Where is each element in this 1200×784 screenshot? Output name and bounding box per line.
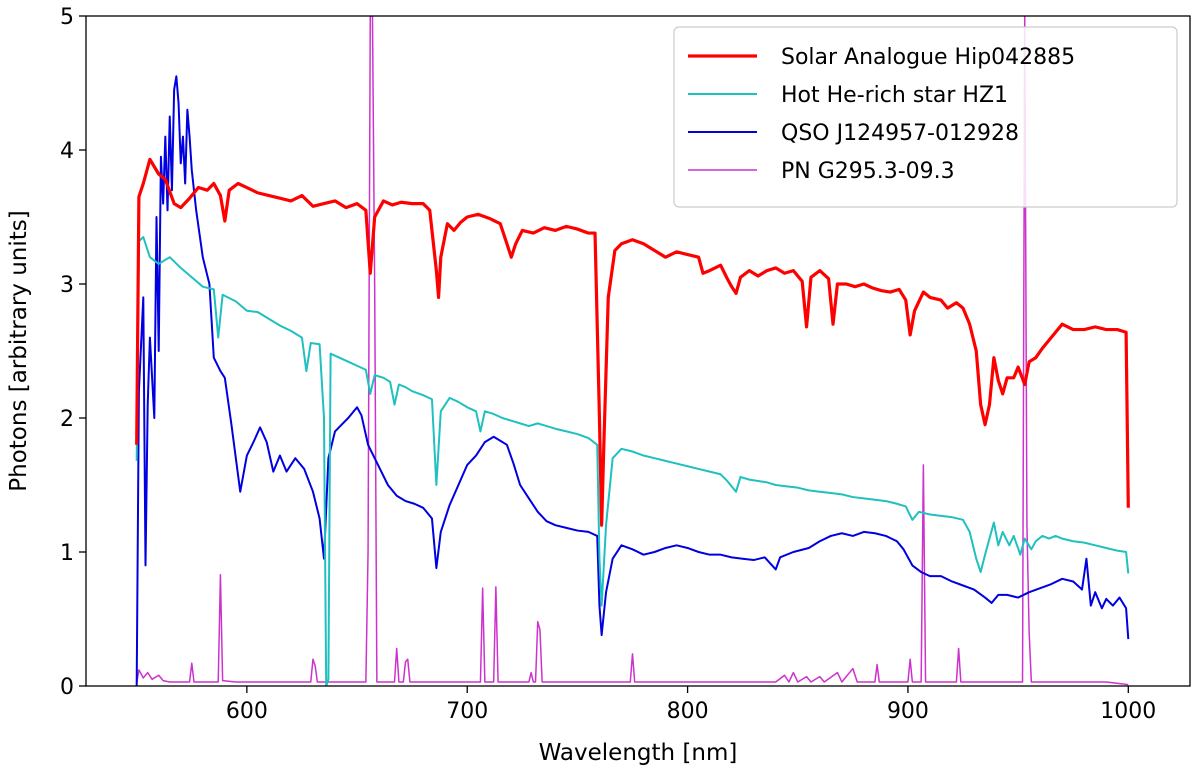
x-tick-label: 600 (226, 699, 268, 724)
x-axis: 600 700 800 900 1000 (226, 686, 1156, 724)
plot-frame (85, 15, 1191, 687)
y-tick-label: 2 (60, 407, 74, 432)
series-line-4 (135, 16, 1129, 686)
x-tick-label: 1000 (1100, 699, 1156, 724)
series-line-1 (135, 157, 1130, 527)
legend-label-2: Hot He-rich star HZ1 (781, 83, 1008, 108)
legend: Solar Analogue Hip042885 Hot He-rich star… (673, 26, 1178, 208)
y-tick-label: 0 (60, 675, 74, 700)
y-tick-label: 3 (60, 273, 74, 298)
series-line-2 (135, 236, 1130, 686)
y-axis-label: Photons [arbitrary units] (6, 210, 32, 491)
y-tick-label: 1 (60, 541, 74, 566)
x-tick-label: 700 (446, 699, 488, 724)
legend-box (673, 26, 1178, 208)
legend-label-3: QSO J124957-012928 (781, 121, 1019, 146)
legend-label-1: Solar Analogue Hip042885 (781, 45, 1075, 70)
y-axis: 0 1 2 3 4 5 (60, 5, 86, 700)
y-tick-label: 5 (60, 5, 74, 30)
y-tick-label: 4 (60, 139, 74, 164)
legend-label-4: PN G295.3-09.3 (781, 159, 955, 184)
series-line-3 (135, 75, 1130, 686)
x-axis-label: Wavelength [nm] (539, 740, 738, 766)
x-tick-label: 900 (887, 699, 929, 724)
x-tick-label: 800 (667, 699, 709, 724)
series-layer (135, 16, 1130, 686)
